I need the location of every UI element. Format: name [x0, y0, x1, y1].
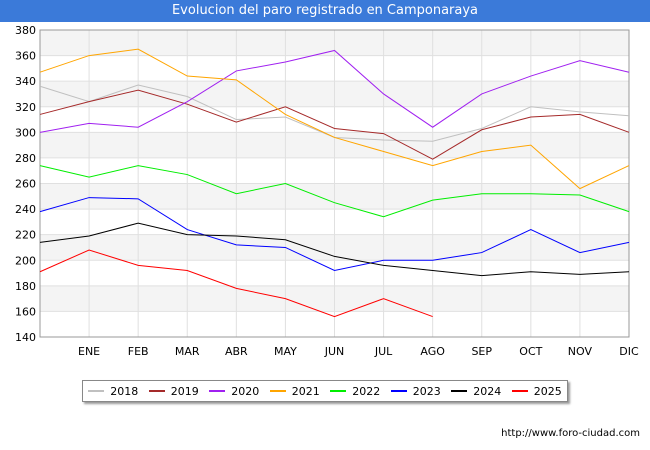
x-tick-label: ENE [78, 345, 100, 358]
legend-label: 2019 [170, 384, 199, 398]
legend-swatch [209, 390, 226, 392]
legend-swatch [451, 390, 468, 392]
legend-item-2024: 2024 [451, 385, 501, 398]
x-tick-label: JUN [324, 345, 345, 358]
legend-swatch [330, 390, 347, 392]
chart-title: Evolucion del paro registrado en Campona… [0, 0, 650, 22]
x-tick-label: DIC [619, 345, 639, 358]
x-tick-label: MAR [175, 345, 200, 358]
x-tick-label: MAY [274, 345, 297, 358]
y-tick-label: 140 [15, 331, 36, 344]
series-line-2024 [39, 222, 630, 277]
y-tick-label: 300 [15, 126, 36, 139]
legend-item-2025: 2025 [511, 384, 562, 398]
y-tick-label: 260 [15, 178, 36, 191]
legend-label: 2023 [412, 384, 441, 398]
y-tick-label: 340 [15, 75, 36, 88]
legend-swatch [511, 390, 528, 392]
y-tick-label: 320 [15, 101, 36, 114]
legend-item-2023: 2023 [390, 384, 441, 398]
legend-item-2022: 2022 [330, 385, 380, 398]
legend-swatch [88, 390, 105, 392]
y-tick-label: 160 [15, 305, 36, 318]
x-tick-label: FEB [128, 345, 149, 358]
x-tick-label: NOV [568, 345, 593, 358]
x-tick-label: SEP [471, 345, 492, 358]
y-tick-label: 380 [15, 24, 36, 37]
chart-legend: 2018 2019 2020 2021 2022 2023 2024 2025 [82, 380, 568, 402]
legend-swatch [269, 390, 286, 392]
y-tick-label: 280 [15, 152, 36, 165]
x-tick-label: OCT [519, 345, 542, 358]
legend-label: 2018 [110, 384, 139, 398]
legend-label: 2020 [231, 384, 260, 398]
series-line-2023 [39, 197, 630, 272]
series-line-2025 [39, 249, 433, 318]
x-tick-label: JUL [374, 345, 393, 358]
legend-label: 2025 [533, 384, 562, 398]
y-tick-label: 360 [15, 50, 36, 63]
legend-item-2020: 2020 [209, 385, 259, 398]
legend-item-2018: 2018 [88, 385, 138, 398]
legend-swatch [390, 390, 407, 392]
y-tick-label: 180 [15, 280, 36, 293]
x-tick-label: ABR [225, 345, 248, 358]
series-line-2022 [39, 165, 630, 218]
legend-label: 2021 [291, 384, 320, 398]
legend-label: 2024 [473, 384, 502, 398]
x-tick-label: AGO [420, 345, 445, 358]
series-line-2019 [39, 89, 630, 160]
series-line-2020 [39, 49, 630, 133]
y-tick-label: 240 [15, 203, 36, 216]
legend-item-2019: 2019 [148, 384, 199, 398]
y-tick-label: 200 [15, 254, 36, 267]
legend-item-2021: 2021 [269, 384, 320, 398]
y-tick-label: 220 [15, 229, 36, 242]
legend-label: 2022 [352, 384, 381, 398]
series-line-2021 [39, 48, 630, 190]
legend-swatch [148, 390, 165, 392]
source-url[interactable]: http://www.foro-ciudad.com [501, 428, 640, 439]
plot-border [39, 29, 630, 338]
